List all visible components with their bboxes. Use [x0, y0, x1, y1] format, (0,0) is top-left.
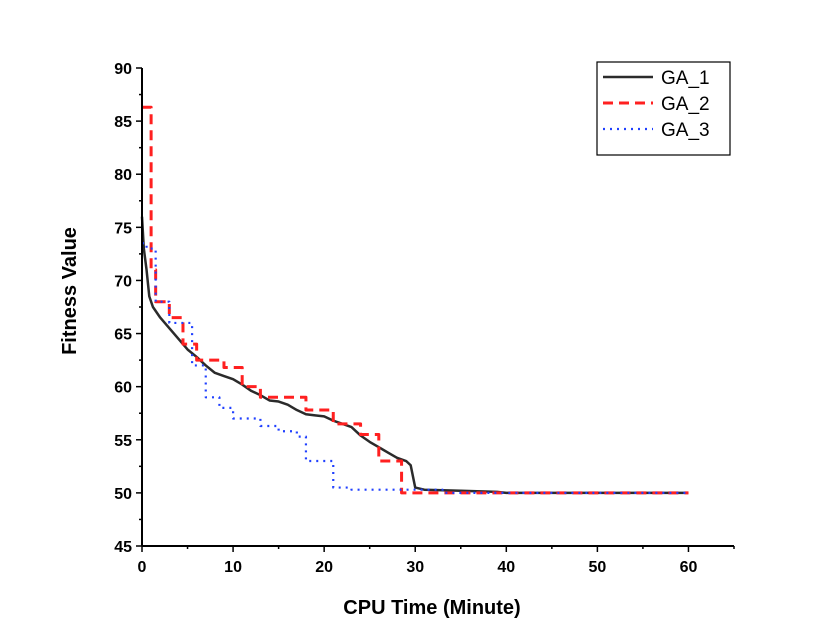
y-tick-label: 75	[114, 220, 132, 237]
series-layer	[140, 105, 689, 495]
x-tick-label: 50	[588, 559, 606, 576]
ticks-layer: 0 10 20 30 40 50 60 45 50 55 60 65 70 75 80 85 90	[114, 61, 735, 576]
series-line-ga-1	[140, 216, 689, 495]
x-tick-label: 60	[680, 559, 698, 576]
legend-label: GA_3	[661, 120, 710, 141]
y-tick-label: 90	[114, 61, 132, 78]
legend-label: GA_1	[661, 68, 710, 89]
y-tick-label: 45	[114, 539, 132, 556]
y-tick-label: 60	[114, 380, 132, 397]
x-tick-label: 30	[406, 559, 424, 576]
series-line-ga-2	[142, 105, 689, 495]
x-tick-label: 40	[497, 559, 515, 576]
x-tick-label: 20	[315, 559, 333, 576]
y-tick-label: 50	[114, 486, 132, 503]
x-tick-label: 0	[138, 559, 147, 576]
y-tick-label: 55	[114, 433, 132, 450]
legend: GA_1 GA_2 GA_3	[596, 61, 731, 156]
legend-label: GA_2	[661, 94, 710, 115]
x-tick-label: 10	[224, 559, 242, 576]
x-axis-title: CPU Time (Minute)	[343, 597, 520, 619]
y-axis-title: Fitness Value	[59, 227, 81, 355]
y-tick-label: 85	[114, 114, 132, 131]
y-tick-label: 65	[114, 327, 132, 344]
y-tick-label: 70	[114, 273, 132, 290]
y-tick-label: 80	[114, 167, 132, 184]
